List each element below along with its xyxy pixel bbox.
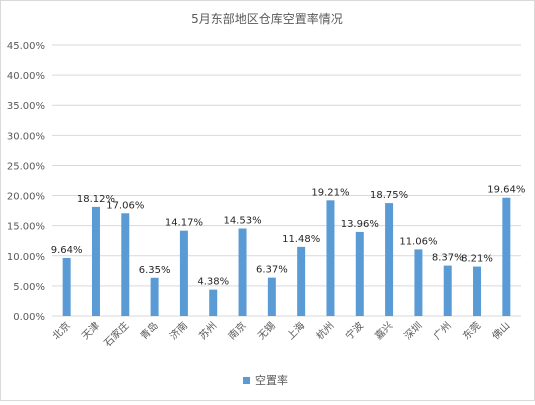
legend-swatch — [243, 377, 250, 384]
y-tick-label: 10.00% — [7, 252, 45, 263]
y-tick-label: 45.00% — [7, 41, 45, 52]
chart-title: 5月东部地区仓库空置率情况 — [191, 11, 343, 26]
data-label: 18.12% — [77, 194, 115, 205]
x-tick-label: 天津 — [79, 320, 102, 343]
y-tick-label: 5.00% — [13, 282, 45, 293]
x-tick-label: 广州 — [431, 320, 454, 343]
bar — [121, 213, 130, 316]
data-labels: 9.64% 18.12%17.06% 6.35% 14.17% 4.38% 14.53% 6… — [51, 185, 526, 288]
data-label: 19.64% — [487, 185, 525, 196]
legend-label: 空置率 — [255, 373, 288, 387]
x-tick-label: 石家庄 — [101, 319, 131, 349]
data-label: 18.75% — [370, 190, 408, 201]
x-tick-label: 佛山 — [489, 319, 512, 342]
bar — [414, 249, 423, 316]
x-tick-label: 苏州 — [196, 319, 219, 342]
x-tick-label: 嘉兴 — [372, 319, 395, 342]
data-label: 14.17% — [165, 218, 203, 229]
data-label: 17.06% — [106, 200, 144, 211]
gridlines — [52, 44, 521, 317]
data-label: 4.38% — [197, 277, 229, 288]
x-axis-ticks: 北京 天津 石家庄 青岛 济南 苏州 南京 无锡 上海 杭州 宁波 嘉兴 深圳 广州 东莞 佛山 — [49, 319, 512, 349]
bar — [238, 228, 247, 316]
data-label: 6.37% — [256, 265, 288, 276]
data-label: 8.21% — [461, 254, 493, 265]
y-tick-label: 0.00% — [13, 312, 45, 323]
bar — [62, 257, 71, 316]
bar — [209, 289, 218, 316]
bar — [150, 277, 159, 316]
bar — [267, 277, 276, 316]
bar — [297, 246, 306, 316]
x-tick-label: 深圳 — [402, 320, 425, 343]
bar — [473, 266, 482, 316]
x-tick-label: 上海 — [284, 319, 307, 342]
data-label: 9.64% — [51, 245, 83, 256]
x-tick-label: 东莞 — [460, 319, 483, 342]
y-axis-ticks: 0.00% 5.00% 10.00% 15.00% 20.00% 25.00% 30.00%… — [7, 41, 45, 323]
x-tick-label: 北京 — [49, 319, 72, 342]
bar — [326, 200, 335, 316]
bars — [62, 197, 511, 316]
data-label: 19.21% — [311, 187, 349, 198]
bar — [355, 231, 364, 316]
x-tick-label: 青岛 — [137, 319, 160, 342]
bar — [179, 230, 188, 316]
data-label: 14.53% — [223, 215, 261, 226]
x-tick-label: 南京 — [225, 319, 248, 342]
data-label: 11.48% — [282, 234, 320, 245]
y-tick-label: 35.00% — [7, 101, 45, 112]
x-tick-label: 杭州 — [313, 319, 336, 342]
bar — [385, 203, 394, 316]
x-tick-label: 无锡 — [255, 319, 278, 342]
y-tick-label: 15.00% — [7, 222, 45, 233]
x-tick-label: 宁波 — [343, 319, 366, 342]
data-label: 8.37% — [432, 253, 464, 264]
data-label: 13.96% — [341, 219, 379, 230]
y-tick-label: 40.00% — [7, 71, 45, 82]
y-tick-label: 20.00% — [7, 192, 45, 203]
y-tick-label: 25.00% — [7, 161, 45, 172]
legend: 空置率 — [243, 373, 288, 387]
data-label: 6.35% — [139, 265, 171, 276]
data-label: 11.06% — [399, 236, 437, 247]
bar — [91, 206, 100, 316]
y-tick-label: 30.00% — [7, 131, 45, 142]
bar — [502, 197, 511, 316]
x-tick-label: 济南 — [167, 319, 190, 342]
bar — [443, 265, 452, 316]
